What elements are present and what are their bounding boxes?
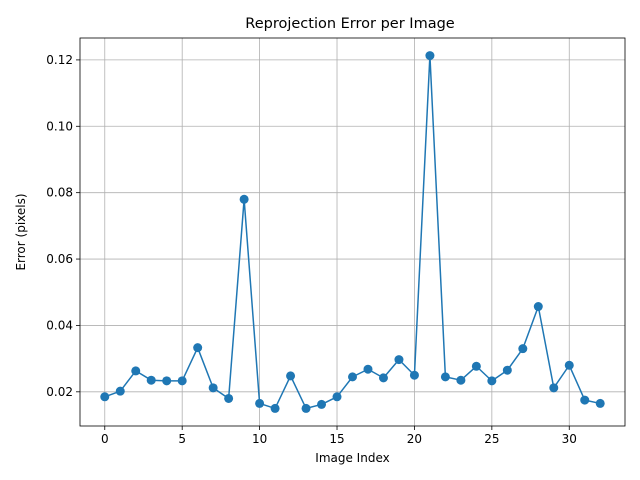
data-point: [425, 51, 435, 61]
data-point: [378, 373, 388, 383]
data-point: [286, 371, 296, 381]
data-point: [502, 365, 512, 375]
x-tick-label: 25: [484, 432, 499, 446]
data-point: [146, 375, 156, 385]
x-tick-label: 5: [178, 432, 186, 446]
data-point: [595, 398, 605, 408]
data-point: [440, 372, 450, 382]
data-point: [348, 372, 357, 382]
y-tick-label: 0.04: [46, 318, 73, 332]
y-tick-label: 0.10: [46, 119, 73, 133]
data-point: [533, 302, 543, 312]
x-tick-label: 0: [101, 432, 109, 446]
data-point: [177, 376, 187, 386]
data-point: [162, 376, 172, 386]
x-tick-label: 20: [407, 432, 422, 446]
data-point: [100, 392, 110, 402]
data-point: [332, 392, 342, 402]
data-point: [564, 360, 574, 370]
data-point: [394, 355, 404, 365]
data-point: [193, 343, 203, 353]
data-point: [208, 383, 218, 393]
x-tick-label: 15: [329, 432, 344, 446]
data-point: [409, 370, 419, 380]
data-point: [239, 194, 249, 204]
plot-frame: [79, 37, 626, 427]
data-point: [131, 366, 141, 376]
y-tick-label: 0.06: [46, 252, 73, 266]
y-tick-label: 0.08: [46, 186, 73, 200]
data-point: [224, 393, 234, 403]
grid: [80, 38, 625, 426]
data-point: [580, 395, 590, 405]
x-tick-label: 10: [252, 432, 267, 446]
data-point: [487, 376, 497, 386]
data-point: [301, 403, 311, 413]
data-point: [456, 375, 466, 385]
data-series: [100, 51, 605, 413]
data-point: [270, 403, 280, 413]
data-point: [471, 361, 481, 371]
y-tick-label: 0.02: [46, 385, 73, 399]
x-axis-label: Image Index: [315, 451, 389, 465]
y-tick-label: 0.12: [46, 53, 73, 67]
x-tick-label: 30: [562, 432, 577, 446]
series-line: [104, 54, 601, 410]
data-point: [363, 364, 373, 374]
data-point: [255, 398, 265, 408]
data-point: [115, 386, 125, 396]
y-axis-label: Error (pixels): [14, 193, 28, 270]
axis-ticks: 0 5 10 15 20 25 30 0.02 0.04 0.06 0.08 0.10 0.12: [46, 53, 577, 446]
chart-title: Reprojection Error per Image: [245, 16, 455, 32]
data-point: [317, 399, 327, 409]
data-point: [549, 383, 559, 393]
data-point: [518, 344, 528, 354]
